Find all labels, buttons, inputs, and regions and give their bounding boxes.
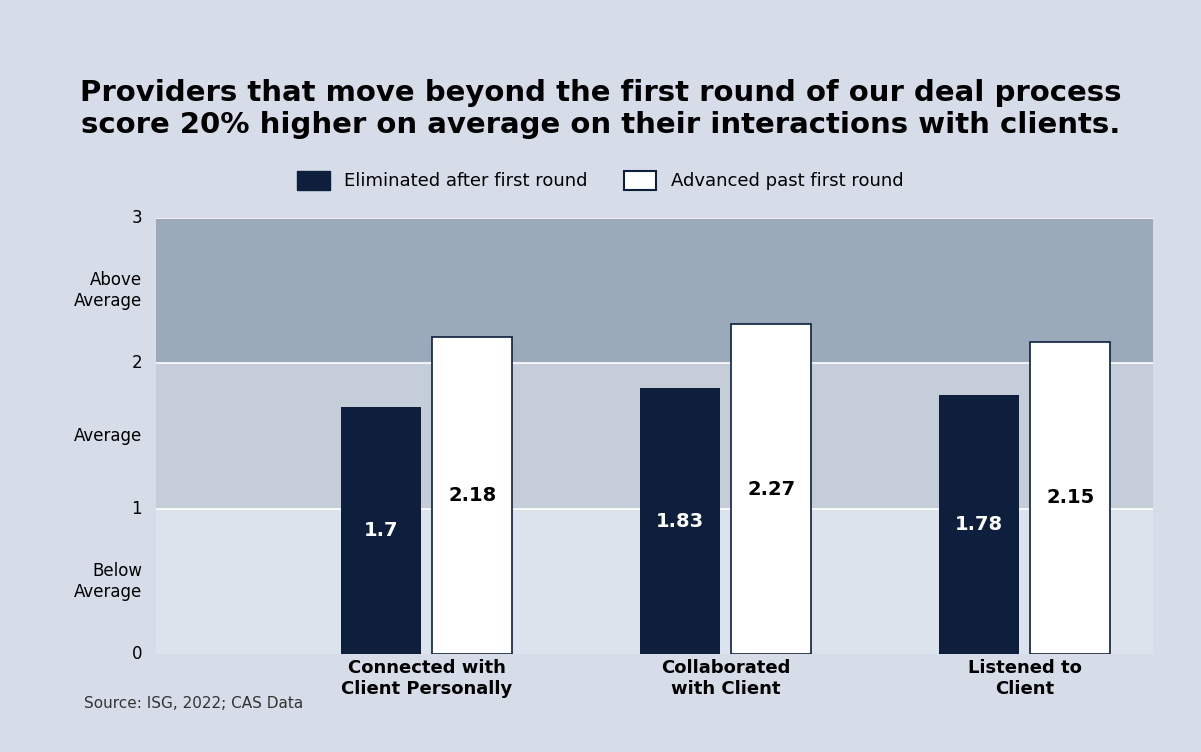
Bar [341,407,422,654]
Text: Below
Average: Below Average [73,562,142,601]
Bar [731,324,811,654]
Bar [156,363,1153,509]
Text: 2.15: 2.15 [1046,489,1094,508]
Text: 1.78: 1.78 [955,515,1003,535]
Text: 1: 1 [131,500,142,518]
Text: Average: Average [73,427,142,445]
Bar [640,388,721,654]
Text: 1.7: 1.7 [364,521,399,540]
Text: 0: 0 [131,645,142,663]
Text: Above
Average: Above Average [73,271,142,310]
Bar [156,218,1153,363]
Legend: Eliminated after first round, Advanced past first round: Eliminated after first round, Advanced p… [291,163,910,198]
Text: Source: ISG, 2022; CAS Data: Source: ISG, 2022; CAS Data [84,696,304,711]
Bar [939,396,1020,654]
Text: 3: 3 [131,209,142,227]
Text: 2.18: 2.18 [448,487,496,505]
Bar [432,338,512,654]
Text: 1.83: 1.83 [656,511,704,531]
Bar [1030,341,1110,654]
Text: 2.27: 2.27 [747,480,795,499]
Text: Providers that move beyond the first round of our deal process
score 20% higher : Providers that move beyond the first rou… [79,79,1122,139]
Text: 2: 2 [131,354,142,372]
